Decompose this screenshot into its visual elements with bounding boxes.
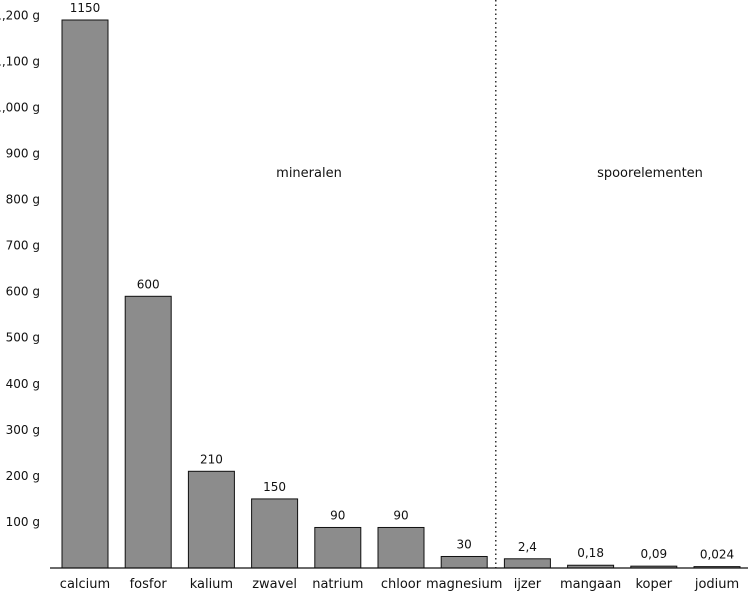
y-tick-label: 200 g bbox=[6, 469, 40, 483]
y-tick-label: 1,000 g bbox=[0, 100, 40, 114]
data-label-zwavel: 150 bbox=[263, 480, 286, 494]
data-label-mangaan: 0,18 bbox=[577, 546, 604, 560]
y-tick-label: 100 g bbox=[6, 515, 40, 529]
data-label-kalium: 210 bbox=[200, 452, 223, 466]
bar-calcium bbox=[61, 19, 109, 569]
data-label-jodium: 0,024 bbox=[700, 548, 734, 562]
x-tick-label-ijzer: ijzer bbox=[514, 577, 542, 591]
y-tick-label: 400 g bbox=[6, 377, 40, 391]
x-tick-label-chloor: chloor bbox=[381, 577, 422, 591]
x-tick-label-fosfor: fosfor bbox=[130, 577, 168, 591]
x-tick-label-calcium: calcium bbox=[60, 577, 110, 591]
x-tick-label-kalium: kalium bbox=[190, 577, 233, 591]
group-label-spoorelementen: spoorelementen bbox=[597, 166, 703, 181]
bar-magnesium bbox=[440, 555, 488, 569]
y-tick-label: 1,100 g bbox=[0, 54, 40, 68]
data-label-ijzer: 2,4 bbox=[518, 540, 537, 554]
y-tick-label: 300 g bbox=[6, 423, 40, 437]
bar-ijzer bbox=[503, 558, 551, 569]
y-tick-label: 1,200 g bbox=[0, 8, 40, 22]
data-label-fosfor: 600 bbox=[137, 277, 160, 291]
data-label-koper: 0,09 bbox=[640, 547, 667, 561]
group-label-mineralen: mineralen bbox=[276, 166, 342, 181]
y-tick-label: 900 g bbox=[6, 147, 40, 161]
bars bbox=[61, 19, 741, 569]
bar-chloor bbox=[377, 526, 425, 569]
x-tick-label-koper: koper bbox=[635, 577, 672, 591]
data-label-magnesium: 30 bbox=[457, 537, 472, 551]
x-tick-label-jodium: jodium bbox=[694, 577, 739, 591]
data-label-calcium: 1150 bbox=[70, 1, 101, 15]
data-labels: 1150 600 210 150 90 90 30 2,4 0,18 0,09 0,024 bbox=[70, 1, 734, 562]
y-tick-label: 500 g bbox=[6, 331, 40, 345]
x-axis-tick-labels: calcium fosfor kalium zwavel natrium chloor ma… bbox=[60, 577, 739, 591]
bar-fosfor bbox=[124, 295, 172, 569]
data-label-natrium: 90 bbox=[330, 508, 345, 522]
x-tick-label-natrium: natrium bbox=[312, 577, 363, 591]
y-tick-label: 800 g bbox=[6, 193, 40, 207]
y-axis-tick-labels: 100 g 200 g 300 g 400 g 500 g 600 g 700 g 800 g… bbox=[0, 8, 40, 529]
x-tick-label-zwavel: zwavel bbox=[252, 577, 297, 591]
bar-kalium bbox=[187, 470, 235, 569]
data-label-chloor: 90 bbox=[393, 508, 408, 522]
x-tick-label-mangaan: mangaan bbox=[560, 577, 621, 591]
y-tick-label: 700 g bbox=[6, 239, 40, 253]
x-tick-label-magnesium: magnesium bbox=[426, 577, 502, 591]
bar-zwavel bbox=[251, 498, 299, 569]
y-tick-label: 600 g bbox=[6, 285, 40, 299]
bar-natrium bbox=[314, 526, 362, 569]
